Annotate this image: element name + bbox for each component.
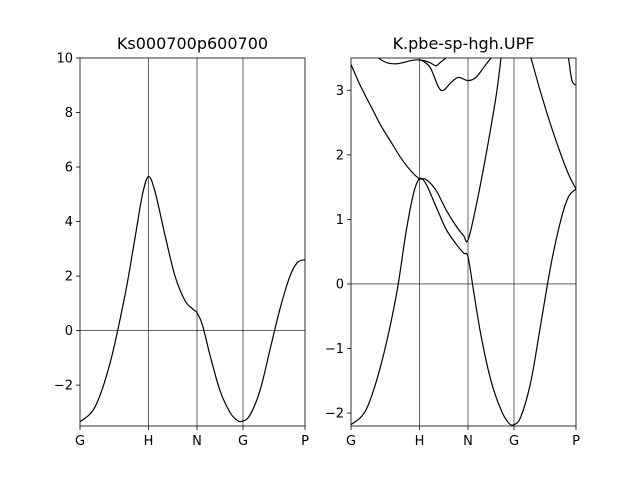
right-chart-y-axis: −2 −1 0 1 2 3 <box>325 84 351 422</box>
right-chart-x-tick-label: P <box>572 434 580 449</box>
right-chart-panel: K.pbe-sp-hgh.UPF −2 −1 0 1 2 3 G H N G P <box>325 34 580 449</box>
left-chart-title: Ks000700p600700 <box>117 34 268 53</box>
right-chart-y-tick-label: 2 <box>336 148 344 163</box>
left-chart-x-tick-label: G <box>75 434 85 449</box>
left-chart-y-tick-label: 10 <box>56 52 73 67</box>
right-chart-series-group <box>351 58 576 426</box>
right-chart-x-tick-label: G <box>346 434 356 449</box>
right-chart-y-tick-label: −1 <box>325 342 344 357</box>
right-chart-band-3 <box>530 58 576 190</box>
left-chart-y-tick-label: 6 <box>65 161 73 176</box>
right-chart-y-tick-label: 1 <box>336 213 344 228</box>
right-chart-reference-lines <box>351 58 576 426</box>
left-chart-band-1 <box>80 175 305 423</box>
left-chart-panel: Ks000700p600700 −2 0 2 4 6 8 10 G H N G P <box>54 34 309 449</box>
right-chart-band-1 <box>351 177 576 426</box>
right-chart-x-tick-label: N <box>463 434 473 449</box>
left-chart-x-tick-label: P <box>301 434 309 449</box>
left-chart-y-tick-label: 0 <box>65 324 73 339</box>
right-chart-y-tick-label: 0 <box>336 277 344 292</box>
right-chart-frame <box>350 57 577 427</box>
right-chart-x-tick-label: H <box>415 434 425 449</box>
right-chart-y-tick-label: −2 <box>325 407 344 422</box>
left-chart-y-tick-label: 2 <box>65 270 73 285</box>
left-chart-x-tick-label: H <box>144 434 154 449</box>
left-chart-x-tick-label: N <box>192 434 202 449</box>
left-chart-reference-lines <box>80 58 305 426</box>
right-chart-band-6 <box>567 58 576 86</box>
left-chart-frame <box>79 57 306 427</box>
left-chart-y-tick-label: 4 <box>65 215 73 230</box>
right-chart-x-tick-label: G <box>509 434 519 449</box>
right-chart-title: K.pbe-sp-hgh.UPF <box>393 34 535 53</box>
right-chart-y-tick-label: 3 <box>336 84 344 99</box>
left-chart-y-axis: −2 0 2 4 6 8 10 <box>54 52 80 394</box>
left-chart-y-tick-label: 8 <box>65 106 73 121</box>
left-chart-series-group <box>80 175 305 423</box>
right-chart-band-2 <box>351 58 502 243</box>
right-chart-band-5 <box>419 58 447 67</box>
left-chart-x-tick-label: G <box>238 434 248 449</box>
left-chart-y-tick-label: −2 <box>54 379 73 394</box>
right-chart-band-4 <box>378 58 492 92</box>
